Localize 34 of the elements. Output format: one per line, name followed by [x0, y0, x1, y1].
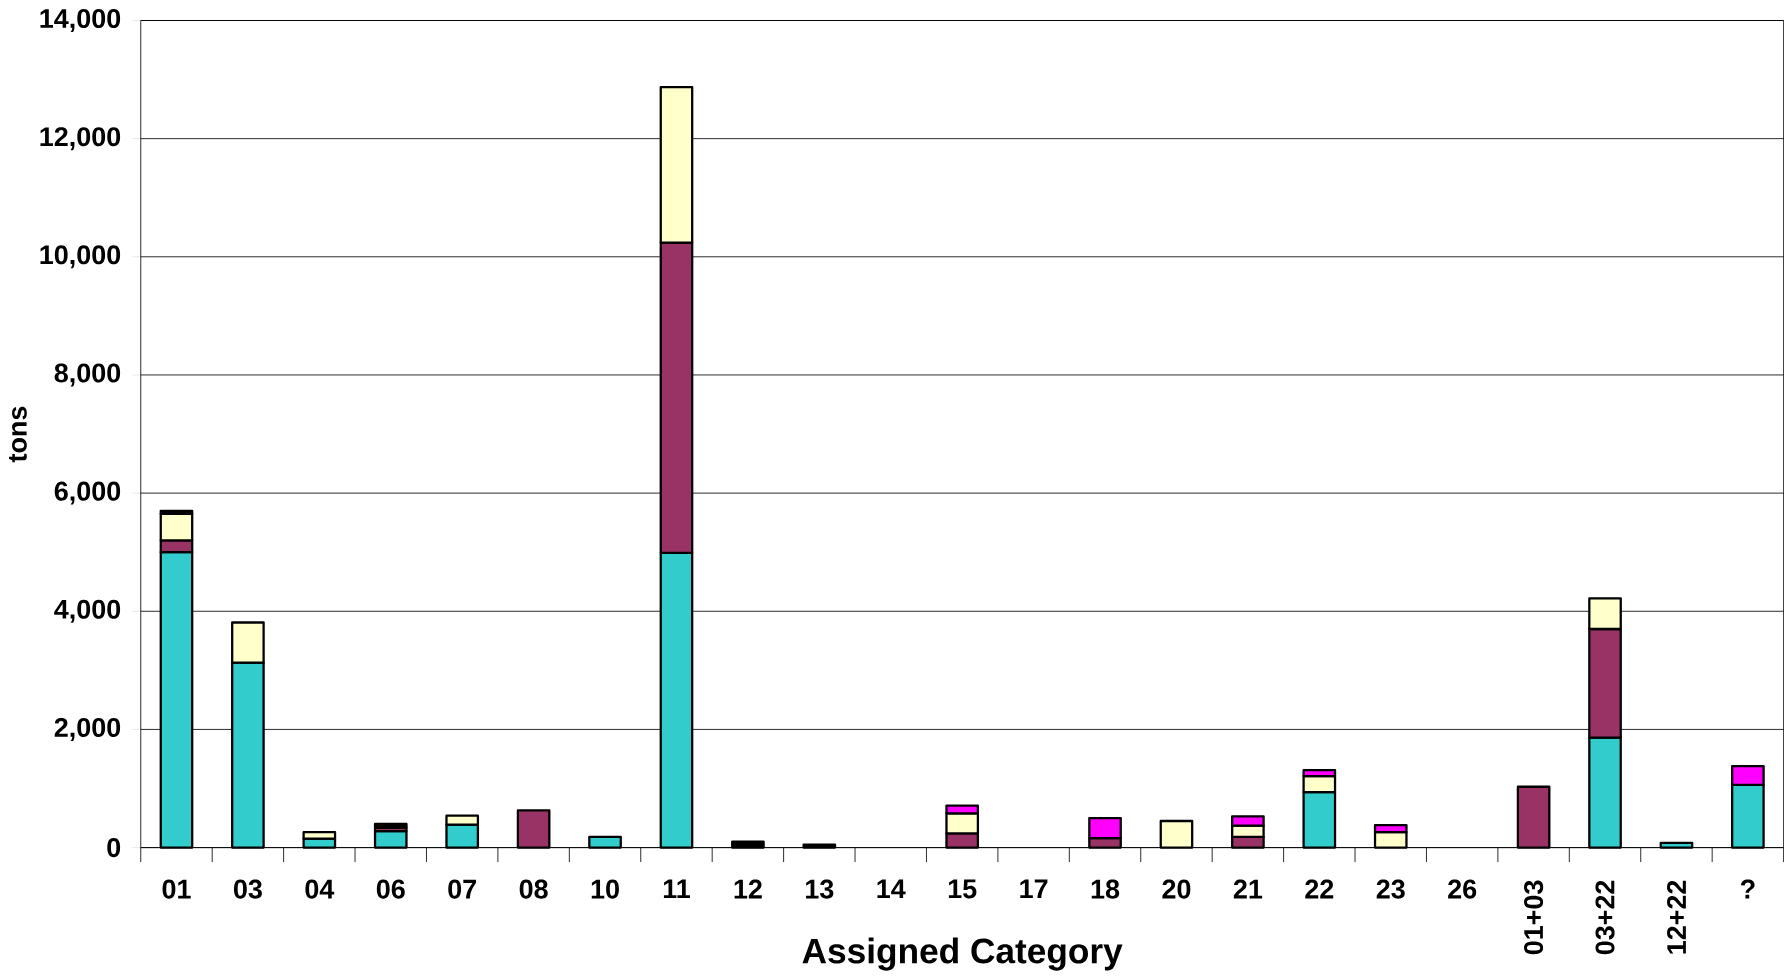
x-tick-label: 06: [376, 879, 405, 899]
y-tick-label: 14,000: [40, 9, 121, 33]
x-tick-label: 07: [448, 879, 476, 899]
bar: [373, 823, 408, 829]
x-axis-title: Assigned Category: [802, 937, 1123, 971]
x-tick-label: 20: [1162, 879, 1191, 899]
x-tick-label: 26: [1448, 879, 1477, 899]
y-tick-label: 4,000: [54, 599, 121, 623]
x-tick-label: 23: [1376, 879, 1405, 899]
x-tick-label: 21: [1233, 879, 1263, 899]
x-tick-label: 10: [591, 879, 619, 899]
x-tick-label: 12+22: [1667, 880, 1686, 954]
x-tick-label: 01+03: [1524, 880, 1544, 955]
x-tick-label: 03: [233, 879, 262, 899]
x-tick-label: 01: [162, 879, 191, 899]
y-tick-label: 2,000: [54, 718, 121, 742]
x-tick-label: 18: [1091, 879, 1120, 899]
x-tick-label: 04: [305, 879, 335, 899]
x-tick-label: 17: [1020, 879, 1048, 899]
x-tick-label: 15: [948, 879, 977, 899]
x-tick-label: 03+22: [1595, 880, 1615, 955]
x-tick-label: 13: [806, 879, 834, 899]
y-tick-label: 12,000: [40, 127, 121, 151]
y-axis-title: tons: [8, 406, 27, 463]
x-tick-label: 12: [734, 879, 762, 899]
x-tick-label: 11: [663, 879, 690, 899]
y-tick-label: 8,000: [54, 363, 121, 387]
x-tick-label: 08: [519, 879, 548, 899]
x-tick-label: 14: [877, 879, 906, 899]
y-tick-label: 6,000: [54, 481, 121, 505]
x-tick-label: 22: [1305, 879, 1334, 899]
y-tick-label: 0: [107, 838, 121, 858]
x-tick-label: ?: [1740, 879, 1755, 899]
y-tick-label: 10,000: [40, 245, 121, 269]
